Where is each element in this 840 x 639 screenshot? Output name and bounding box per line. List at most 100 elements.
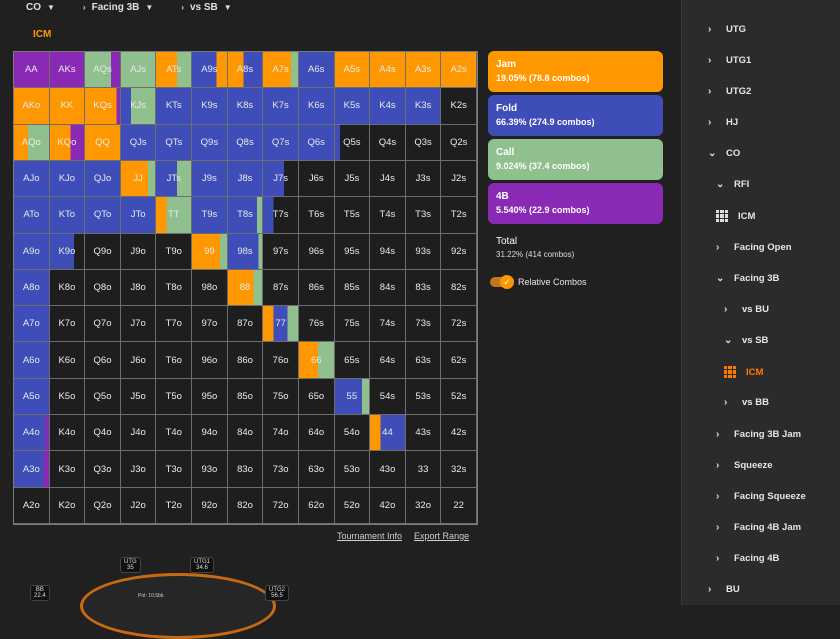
- hand-cell[interactable]: 64o: [298, 415, 335, 452]
- hand-cell[interactable]: 74s: [370, 306, 406, 343]
- hand-cell[interactable]: 42s: [441, 415, 477, 452]
- hand-cell[interactable]: Q5o: [85, 378, 121, 416]
- hand-cell[interactable]: 94s: [370, 233, 406, 270]
- hand-cell[interactable]: JTo: [120, 197, 157, 234]
- hand-cell[interactable]: J5s: [334, 160, 371, 198]
- legend-call[interactable]: Call 9.024% (37.4 combos): [488, 139, 663, 180]
- seat-utg1[interactable]: UTG1 34.6: [190, 557, 215, 573]
- hand-cell[interactable]: A9o: [14, 233, 50, 270]
- hand-cell[interactable]: KJo: [49, 160, 86, 198]
- hand-cell[interactable]: 95o: [192, 378, 228, 416]
- hand-cell[interactable]: A3o: [14, 451, 50, 488]
- hand-cell[interactable]: AA: [14, 52, 50, 89]
- hand-cell[interactable]: 75s: [334, 306, 371, 343]
- hand-cell[interactable]: J3s: [405, 160, 442, 198]
- hand-cell[interactable]: 87o: [227, 306, 264, 343]
- hand-cell[interactable]: 54s: [370, 378, 406, 416]
- seat-bb[interactable]: BB 22.4: [30, 585, 50, 601]
- hand-cell[interactable]: QJo: [85, 160, 121, 198]
- seat-utg2[interactable]: UTG2 56.5: [265, 585, 290, 601]
- hand-cell[interactable]: T9o: [156, 233, 193, 270]
- hand-cell[interactable]: 53s: [405, 378, 442, 416]
- hand-cell[interactable]: 93s: [405, 233, 442, 270]
- hand-cell[interactable]: T2o: [156, 487, 193, 524]
- hand-cell[interactable]: 85s: [334, 269, 371, 307]
- hand-cell[interactable]: K9s: [192, 88, 228, 125]
- hand-cell[interactable]: 93o: [192, 451, 228, 488]
- hand-cell[interactable]: 94o: [192, 415, 228, 452]
- seat-utg[interactable]: UTG 35: [120, 557, 141, 573]
- hand-cell[interactable]: Q5s: [334, 124, 371, 161]
- tree-item[interactable]: › vs BU: [724, 304, 769, 315]
- hand-cell[interactable]: A4o: [14, 415, 50, 452]
- tree-item[interactable]: › HJ: [708, 117, 738, 128]
- tab-icm[interactable]: ICM: [33, 29, 52, 40]
- hand-cell[interactable]: ATo: [14, 197, 50, 234]
- hand-cell[interactable]: 65s: [334, 342, 371, 379]
- hand-cell[interactable]: A9s: [192, 52, 228, 89]
- hand-cell[interactable]: 76o: [263, 342, 299, 379]
- hand-cell[interactable]: 63o: [298, 451, 335, 488]
- hand-cell[interactable]: K2o: [49, 487, 86, 524]
- breadcrumb-item[interactable]: › Facing 3B ▼: [83, 2, 153, 13]
- hand-cell[interactable]: T8o: [156, 269, 193, 307]
- hand-cell[interactable]: J5o: [120, 378, 157, 416]
- hand-cell[interactable]: Q3o: [85, 451, 121, 488]
- hand-cell[interactable]: 98s: [227, 233, 264, 270]
- hand-cell[interactable]: 82o: [227, 487, 264, 524]
- hand-cell[interactable]: Q3s: [405, 124, 442, 161]
- hand-cell[interactable]: 65o: [298, 378, 335, 416]
- hand-cell[interactable]: T6s: [298, 197, 335, 234]
- hand-cell[interactable]: K8o: [49, 269, 86, 307]
- breadcrumb-item[interactable]: CO ▼: [26, 2, 55, 13]
- hand-cell[interactable]: T6o: [156, 342, 193, 379]
- tree-item[interactable]: › UTG2: [708, 86, 751, 97]
- tree-item[interactable]: ICM: [716, 210, 755, 222]
- hand-cell[interactable]: K2s: [441, 88, 477, 125]
- hand-cell[interactable]: T3s: [405, 197, 442, 234]
- hand-cell[interactable]: 87s: [263, 269, 299, 307]
- hand-cell[interactable]: QJs: [120, 124, 157, 161]
- hand-cell[interactable]: K4o: [49, 415, 86, 452]
- hand-cell[interactable]: J8o: [120, 269, 157, 307]
- tree-item[interactable]: ⌄ vs SB: [724, 335, 768, 346]
- hand-cell[interactable]: T5s: [334, 197, 371, 234]
- tournament-info-link[interactable]: Tournament Info: [337, 531, 403, 541]
- hand-cell[interactable]: A7o: [14, 306, 50, 343]
- hand-cell[interactable]: 88: [227, 269, 264, 307]
- hand-cell[interactable]: K4s: [370, 88, 406, 125]
- tree-item[interactable]: › Facing 4B: [716, 553, 779, 564]
- hand-cell[interactable]: 97s: [263, 233, 299, 270]
- hand-cell[interactable]: 63s: [405, 342, 442, 379]
- hand-cell[interactable]: T8s: [227, 197, 264, 234]
- hand-cell[interactable]: T4o: [156, 415, 193, 452]
- hand-cell[interactable]: JJ: [120, 160, 157, 198]
- legend-fold[interactable]: Fold 66.39% (274.9 combos): [488, 95, 663, 136]
- hand-cell[interactable]: A2o: [14, 487, 50, 524]
- hand-cell[interactable]: 43o: [370, 451, 406, 488]
- legend-b4[interactable]: 4B 5.540% (22.9 combos): [488, 183, 663, 224]
- hand-cell[interactable]: Q7o: [85, 306, 121, 343]
- hand-cell[interactable]: 98o: [192, 269, 228, 307]
- hand-cell[interactable]: 99: [192, 233, 228, 270]
- hand-cell[interactable]: 86o: [227, 342, 264, 379]
- hand-cell[interactable]: 92o: [192, 487, 228, 524]
- hand-cell[interactable]: T2s: [441, 197, 477, 234]
- hand-cell[interactable]: Q4s: [370, 124, 406, 161]
- hand-cell[interactable]: 54o: [334, 415, 371, 452]
- tree-item[interactable]: › vs BB: [724, 397, 769, 408]
- hand-cell[interactable]: 43s: [405, 415, 442, 452]
- hand-cell[interactable]: J9o: [120, 233, 157, 270]
- hand-cell[interactable]: A6s: [298, 52, 335, 89]
- hand-cell[interactable]: 86s: [298, 269, 335, 307]
- hand-cell[interactable]: 62o: [298, 487, 335, 524]
- hand-cell[interactable]: J7s: [263, 160, 299, 198]
- tree-item[interactable]: › Facing Squeeze: [716, 491, 806, 502]
- hand-cell[interactable]: 84o: [227, 415, 264, 452]
- tree-item[interactable]: › Squeeze: [716, 460, 773, 471]
- tree-item[interactable]: › UTG: [708, 24, 746, 35]
- hand-cell[interactable]: A8o: [14, 269, 50, 307]
- hand-cell[interactable]: 76s: [298, 306, 335, 343]
- hand-cell[interactable]: JTs: [156, 160, 193, 198]
- hand-cell[interactable]: Q6s: [298, 124, 335, 161]
